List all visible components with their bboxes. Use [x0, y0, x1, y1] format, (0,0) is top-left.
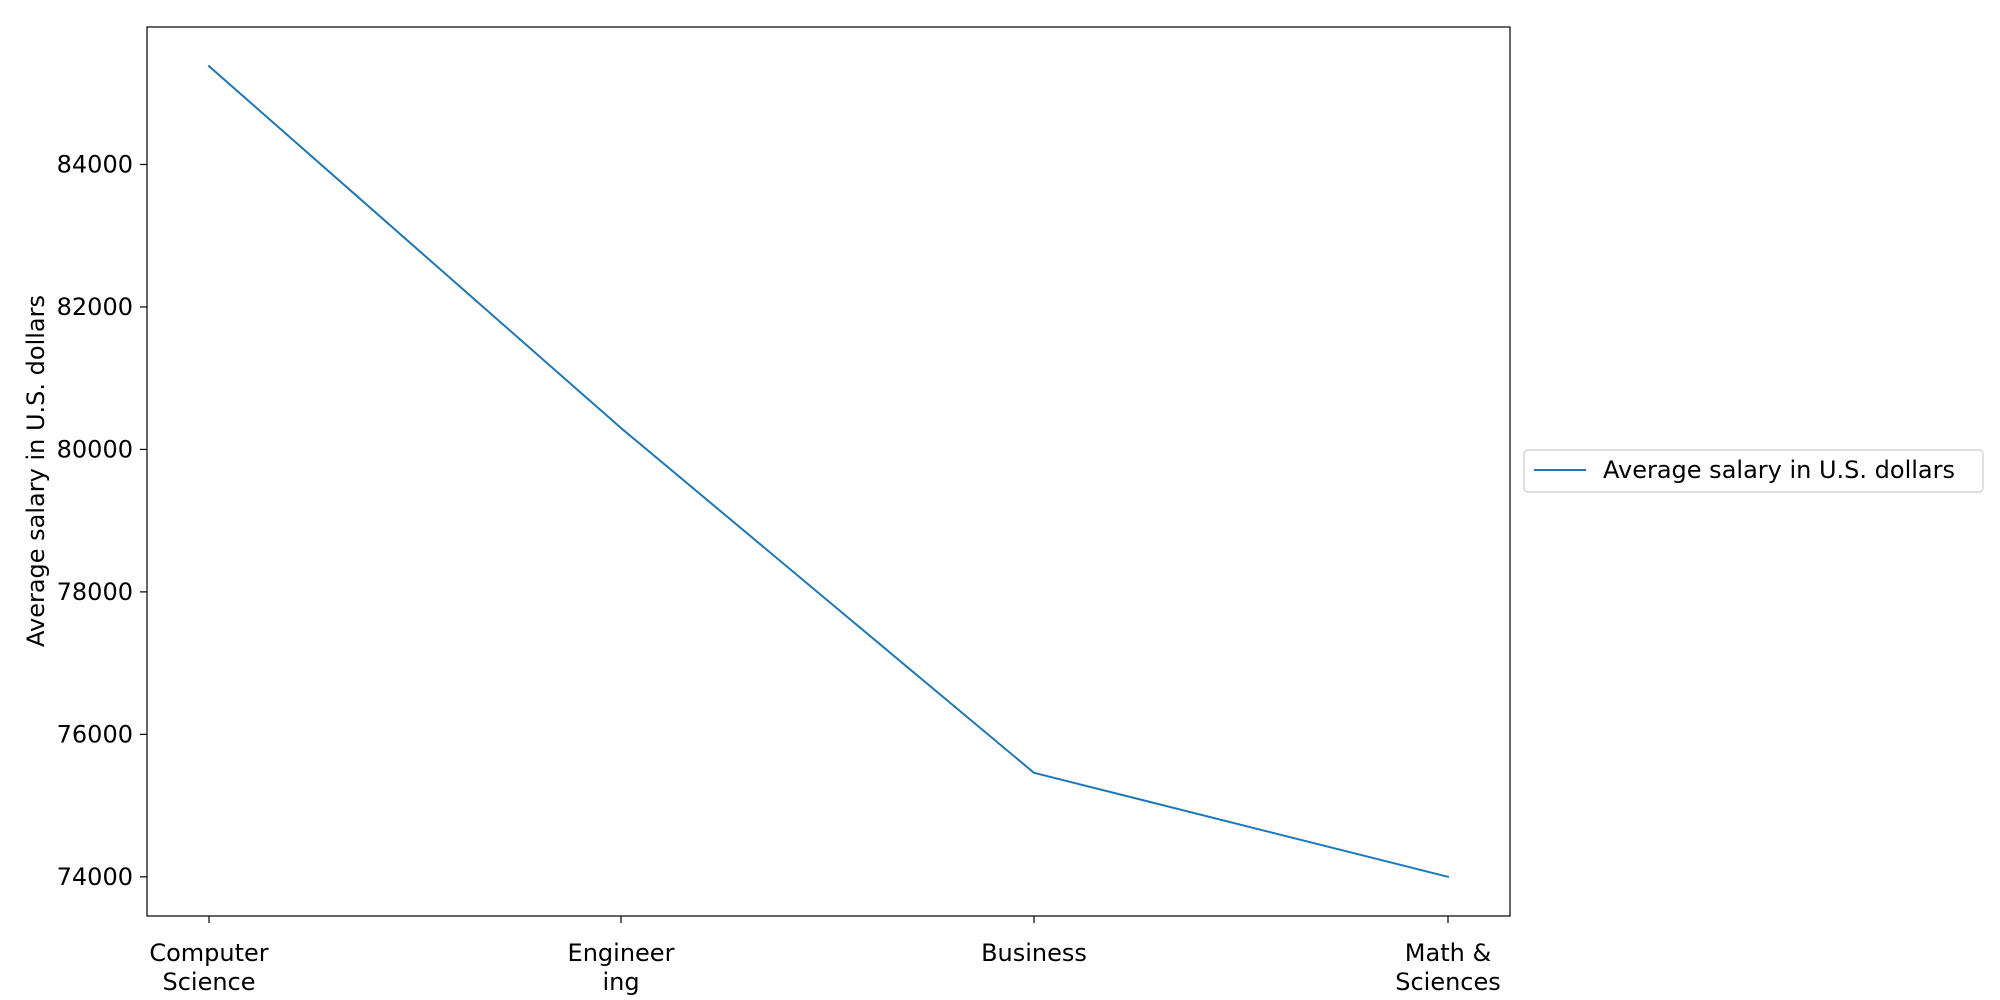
y-axis-ticks: 74000 76000 78000 80000 82000 84000: [57, 150, 147, 891]
x-tick-label: Business: [981, 939, 1087, 967]
y-tick-label: 78000: [57, 578, 133, 606]
plot-frame: [146, 26, 1511, 917]
x-tick-label-line: ing: [602, 968, 639, 996]
legend: Average salary in U.S. dollars: [1523, 449, 1984, 493]
y-axis-label: Average salary in U.S. dollars: [22, 295, 50, 647]
x-tick-label-line: Engineer: [568, 939, 675, 967]
legend-box: [1523, 449, 1984, 493]
y-tick-label: 76000: [57, 720, 133, 748]
y-tick-label: 84000: [57, 150, 133, 178]
x-tick-label: Computer Science: [149, 939, 268, 996]
series-line: [207, 64, 1450, 879]
x-tick-label-line: Math &: [1405, 939, 1491, 967]
x-axis-ticks: Computer Science Engineer ing Business Math &…: [149, 916, 1501, 996]
x-tick-label-line: Science: [162, 968, 255, 996]
x-tick-label: Math & Sciences: [1395, 939, 1501, 996]
legend-label: Average salary in U.S. dollars: [1603, 456, 1955, 484]
series-layer: [207, 64, 1450, 879]
y-tick-label: 82000: [57, 293, 133, 321]
x-tick-label: Engineer ing: [568, 939, 675, 996]
y-tick-label: 80000: [57, 435, 133, 463]
y-tick-label: 74000: [57, 863, 133, 891]
x-tick-label-line: Computer: [149, 939, 268, 967]
x-tick-label-line: Sciences: [1395, 968, 1501, 996]
x-tick-label-line: Business: [981, 939, 1087, 967]
plot-area: [146, 26, 1511, 917]
